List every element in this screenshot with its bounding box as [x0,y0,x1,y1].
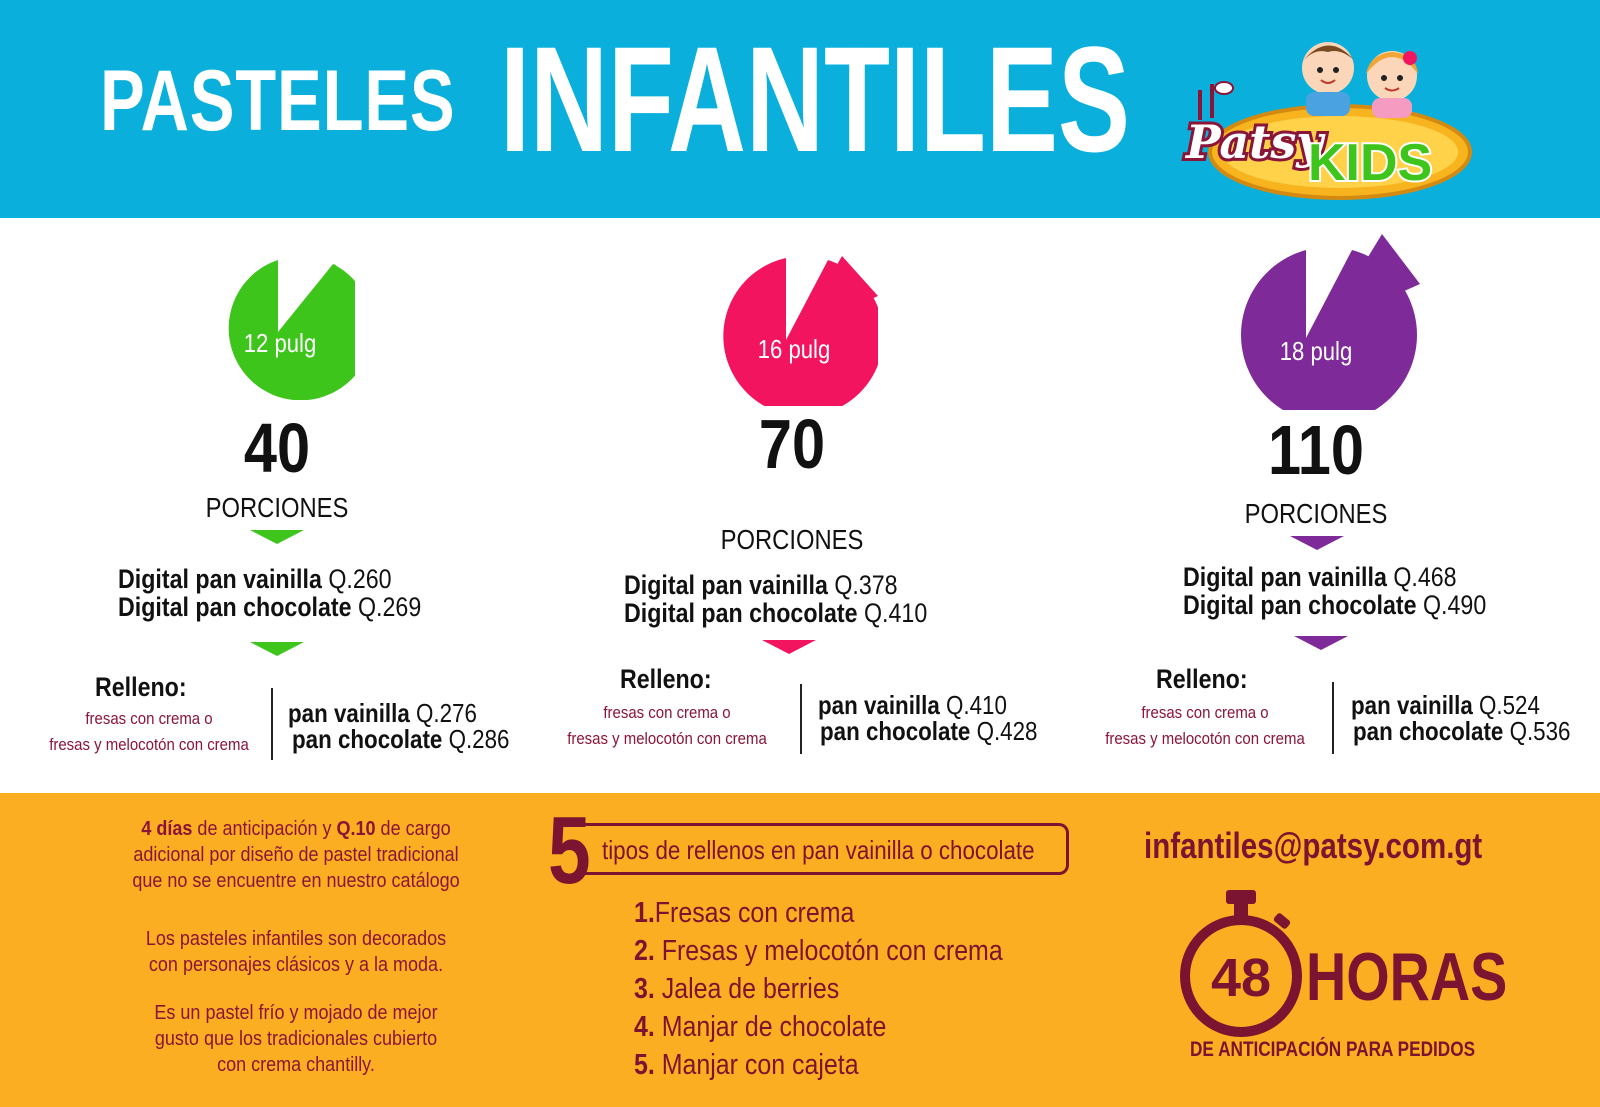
filling-item-1: 1.Fresas con crema [634,897,855,929]
fill-vainilla-price: pan vainilla Q.276 [288,698,477,728]
hours-number: 48 [1211,948,1271,1008]
arrow-down-icon [762,640,816,654]
digital-chocolate-price: Digital pan chocolate Q.269 [118,592,422,622]
divider [271,688,273,760]
cold-cake-text: Es un pastel frío y mojado de mejor gust… [154,1002,438,1076]
stopwatch-icon: 48 [1180,890,1302,1037]
filling-item-2: 2. Fresas y melocotón con crema [634,935,1003,967]
svg-text:KIDS: KIDS [1308,134,1432,192]
digital-chocolate-price: Digital pan chocolate Q.410 [624,598,928,628]
digital-chocolate-price: Digital pan chocolate Q.490 [1183,590,1487,620]
svg-text:Patsy: Patsy [1184,115,1326,169]
decor-text: Los pasteles infantiles son decorados co… [145,928,447,976]
hours-label: HORAS [1306,939,1508,1015]
fill-chocolate-price: pan chocolate Q.428 [820,716,1038,746]
pricing-section: 12 pulg 40 PORCIONES Digital pan vainill… [0,218,1600,793]
pie-size-label: 12 pulg [243,328,317,358]
hours-subtitle: DE ANTICIPACIÓN PARA PEDIDOS [1190,1038,1476,1061]
notice-text: 4 días de anticipación y Q.10 de cargo a… [132,818,460,892]
footer-info [0,793,1600,1107]
utensils-icon [1198,81,1234,120]
cake-slice-icon [1241,234,1420,410]
portions-count: 110 [1268,411,1364,489]
portions-label: PORCIONES [205,492,349,523]
fill-vainilla-price: pan vainilla Q.524 [1351,690,1540,720]
relleno-desc: fresas con crema o fresas y melocotón con… [1105,703,1305,748]
pie-size-label: 18 pulg [1279,336,1353,366]
pie-size-label: 16 pulg [757,334,831,364]
relleno-title: Relleno: [620,664,712,694]
divider [1332,682,1334,754]
relleno-title: Relleno: [1156,664,1248,694]
arrow-down-icon [1294,636,1348,650]
filling-item-5: 5. Manjar con cajeta [634,1049,859,1081]
digital-vainilla-price: Digital pan vainilla Q.468 [1183,562,1457,592]
portions-count: 70 [758,405,826,483]
portions-count: 40 [243,409,311,487]
fillings-types-box [575,823,1069,875]
girl-icon [1366,51,1418,118]
arrow-down-icon [1290,536,1344,550]
title-infantiles: INFANTILES [500,15,1131,183]
portions-label: PORCIONES [720,524,864,555]
filling-item-4: 4. Manjar de chocolate [634,1011,887,1043]
fillings-types-text: tipos de rellenos en pan vainilla o choc… [602,835,1035,865]
arrow-down-icon [250,642,304,656]
header-banner: PASTELES INFANTILES Patsy KIDS [0,0,1600,218]
cake-slice-icon [723,256,878,406]
contact-email[interactable]: infantiles@patsy.com.gt [1144,825,1483,866]
arrow-down-icon [250,530,304,544]
title-pasteles: PASTELES [100,53,456,149]
relleno-desc: fresas con crema o fresas y melocotón con… [49,709,249,754]
digital-vainilla-price: Digital pan vainilla Q.378 [624,570,898,600]
relleno-desc: fresas con crema o fresas y melocotón con… [567,703,767,748]
patsy-kids-logo: Patsy KIDS [1181,42,1472,200]
relleno-title: Relleno: [95,672,187,702]
divider [800,684,802,754]
portions-label: PORCIONES [1244,498,1388,529]
fillings-count: 5 [548,797,591,904]
boy-icon [1302,42,1354,116]
fill-vainilla-price: pan vainilla Q.410 [818,690,1007,720]
digital-vainilla-price: Digital pan vainilla Q.260 [118,564,392,594]
fill-chocolate-price: pan chocolate Q.536 [1353,716,1571,746]
fill-chocolate-price: pan chocolate Q.286 [292,724,510,754]
cake-slice-icon [228,260,355,400]
filling-item-3: 3. Jalea de berries [634,973,840,1005]
